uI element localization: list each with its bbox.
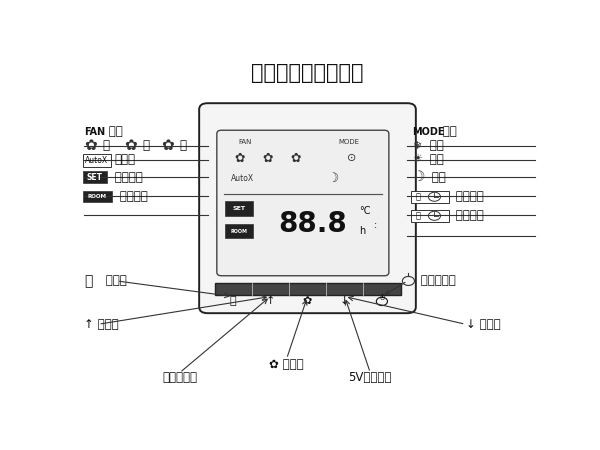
Text: ✿: ✿ xyxy=(290,152,301,164)
Text: 设定温度: 设定温度 xyxy=(111,171,143,184)
Text: ROOM: ROOM xyxy=(88,194,107,199)
FancyBboxPatch shape xyxy=(217,130,389,276)
Text: 5V电源开关: 5V电源开关 xyxy=(349,372,392,384)
Bar xyxy=(215,284,401,295)
FancyBboxPatch shape xyxy=(83,190,112,202)
Text: 菜单键: 菜单键 xyxy=(102,274,127,288)
Text: h: h xyxy=(359,225,365,235)
Text: ❄: ❄ xyxy=(412,141,421,151)
Text: 88.8: 88.8 xyxy=(278,210,347,238)
Text: ↓: ↓ xyxy=(340,297,349,306)
Text: 系统开关键: 系统开关键 xyxy=(417,274,455,288)
Text: 制热: 制热 xyxy=(426,153,444,166)
Text: ✿ 风速键: ✿ 风速键 xyxy=(269,358,304,371)
Text: ↑ 升温键: ↑ 升温键 xyxy=(84,318,119,331)
Text: MODE: MODE xyxy=(412,127,445,137)
Text: ROOM: ROOM xyxy=(230,229,248,234)
Text: ✿: ✿ xyxy=(124,138,137,153)
Text: ☀: ☀ xyxy=(412,155,422,165)
Text: SET: SET xyxy=(233,206,245,211)
Text: 模式: 模式 xyxy=(439,126,457,139)
Text: 定时关机: 定时关机 xyxy=(452,209,484,221)
Text: 制冷: 制冷 xyxy=(426,140,444,152)
Text: 定时开机: 定时开机 xyxy=(452,189,484,202)
Text: ✿: ✿ xyxy=(263,152,273,164)
FancyBboxPatch shape xyxy=(83,171,107,183)
FancyBboxPatch shape xyxy=(411,190,449,203)
FancyBboxPatch shape xyxy=(225,224,253,239)
Text: °C: °C xyxy=(359,207,370,216)
Text: ☽: ☽ xyxy=(412,170,425,184)
Text: ↓ 降温键: ↓ 降温键 xyxy=(466,318,500,331)
Text: 关: 关 xyxy=(416,212,421,220)
Text: 房间温度: 房间温度 xyxy=(116,189,148,202)
Text: ☽: ☽ xyxy=(328,172,338,185)
Text: ✿: ✿ xyxy=(235,152,245,164)
Text: ✿: ✿ xyxy=(303,297,312,306)
Text: MODE: MODE xyxy=(339,140,360,145)
Text: 风速: 风速 xyxy=(105,126,123,139)
Text: ㎡: ㎡ xyxy=(230,297,236,306)
Text: 高: 高 xyxy=(179,140,187,152)
Text: ᵁ: ᵁ xyxy=(379,297,385,306)
Text: AutoX: AutoX xyxy=(231,174,254,183)
Text: 空调按键及显示说明: 空调按键及显示说明 xyxy=(251,63,364,83)
Text: :: : xyxy=(374,220,377,230)
Text: ✿: ✿ xyxy=(161,138,174,153)
Text: ㎡: ㎡ xyxy=(84,274,92,288)
Text: FAN: FAN xyxy=(84,127,106,137)
Text: ✿: ✿ xyxy=(84,138,97,153)
Text: FAN: FAN xyxy=(238,140,251,145)
FancyBboxPatch shape xyxy=(225,201,253,216)
Text: 中: 中 xyxy=(142,140,149,152)
Text: 自动风: 自动风 xyxy=(115,153,136,166)
Text: 睡眠: 睡眠 xyxy=(428,171,446,184)
FancyBboxPatch shape xyxy=(411,210,449,222)
Text: SET: SET xyxy=(87,173,103,182)
Text: AutoX: AutoX xyxy=(85,156,109,165)
Text: ⊙: ⊙ xyxy=(347,153,356,163)
FancyBboxPatch shape xyxy=(83,154,111,166)
Text: ↑: ↑ xyxy=(266,297,275,306)
Text: 温度传感器: 温度传感器 xyxy=(162,372,197,384)
FancyBboxPatch shape xyxy=(199,103,416,313)
Text: 开: 开 xyxy=(416,192,421,201)
Text: 低: 低 xyxy=(103,140,110,152)
